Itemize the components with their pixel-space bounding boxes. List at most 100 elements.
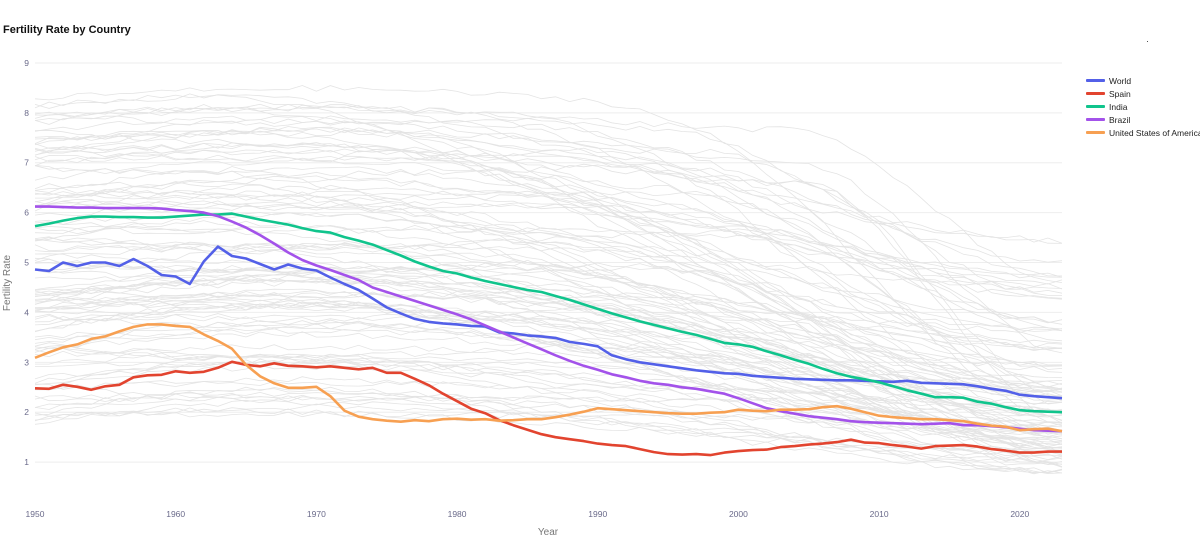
x-axis-title: Year	[538, 527, 559, 538]
y-tick-label: 9	[24, 58, 29, 68]
legend-swatch	[1086, 92, 1105, 95]
background-country-line	[34, 194, 1063, 435]
background-country-line	[34, 157, 1063, 299]
legend-item[interactable]: Spain	[1086, 87, 1200, 100]
background-country-line	[34, 129, 1063, 332]
series-line-spain[interactable]	[34, 360, 1062, 457]
y-tick-label: 6	[24, 208, 29, 218]
background-country-line	[34, 177, 1063, 421]
background-country-line	[34, 118, 1063, 354]
background-country-line	[34, 298, 1063, 417]
y-axis-title: Fertility Rate	[2, 255, 13, 312]
background-country-line	[34, 162, 1063, 330]
background-country-line	[34, 204, 1063, 350]
series-line-world[interactable]	[34, 245, 1063, 400]
background-country-line	[34, 224, 1063, 405]
background-country-line	[34, 200, 1063, 285]
background-country-line	[34, 143, 1063, 393]
legend: World Spain India Brazil United States of Am…	[1086, 74, 1200, 139]
background-country-line	[34, 347, 1063, 468]
x-tick-label: 1960	[166, 509, 185, 519]
background-country-line	[34, 126, 1063, 402]
background-country-line	[34, 276, 1063, 367]
stray-mark: ·	[1146, 36, 1149, 46]
legend-swatch	[1086, 118, 1105, 121]
background-country-line	[34, 253, 1063, 333]
x-tick-label: 2010	[870, 509, 889, 519]
background-country-line	[34, 147, 1063, 427]
chart-title: Fertility Rate by Country	[3, 24, 131, 36]
background-country-line	[34, 238, 1063, 348]
legend-item[interactable]: United States of America	[1086, 126, 1200, 139]
background-country-line	[34, 410, 1063, 444]
background-country-line	[34, 301, 1063, 460]
background-country-line	[34, 342, 1063, 393]
background-country-line	[34, 304, 1063, 440]
legend-label: Brazil	[1109, 114, 1131, 125]
background-country-line	[34, 277, 1063, 370]
background-country-line	[35, 266, 1063, 454]
legend-swatch	[1086, 105, 1105, 108]
highlighted-series	[34, 205, 1063, 457]
legend-item[interactable]: Brazil	[1086, 113, 1200, 126]
background-country-line	[34, 403, 1063, 463]
background-country-line	[34, 290, 1063, 442]
legend-swatch	[1086, 131, 1105, 134]
x-axis-ticks: 1950 1960 1970 1980 1990 2000 2010 2020	[26, 509, 1030, 519]
background-country-line	[34, 347, 1063, 406]
series-line-india[interactable]	[34, 212, 1063, 414]
y-tick-label: 8	[24, 108, 29, 118]
y-tick-label: 2	[24, 407, 29, 417]
background-country-line	[34, 307, 1063, 423]
background-country-line	[34, 376, 1063, 428]
background-country-line	[34, 299, 1062, 435]
background-country-line	[34, 126, 1062, 296]
background-country-line	[34, 212, 1063, 449]
background-country-line	[34, 278, 1063, 465]
legend-item[interactable]: India	[1086, 100, 1200, 113]
y-tick-label: 4	[24, 307, 29, 317]
background-country-line	[35, 203, 1063, 279]
background-country-line	[34, 396, 1063, 434]
x-tick-label: 1970	[307, 509, 326, 519]
legend-label: Spain	[1109, 88, 1131, 99]
y-tick-label: 3	[24, 357, 29, 367]
background-country-line	[34, 305, 1063, 467]
background-country-line	[34, 354, 1063, 461]
background-country-line	[34, 242, 1063, 324]
background-country-line	[34, 142, 1063, 344]
background-country-line	[34, 199, 1063, 290]
background-country-line	[34, 85, 1062, 277]
background-country-line	[34, 386, 1063, 475]
y-tick-label: 7	[24, 158, 29, 168]
legend-item[interactable]: World	[1086, 74, 1200, 87]
background-country-lines	[34, 85, 1063, 475]
y-axis-ticks: 1 2 3 4 5 6 7 8 9	[24, 58, 29, 467]
legend-label: United States of America	[1109, 127, 1200, 138]
background-country-line	[34, 271, 1063, 397]
legend-label: India	[1109, 101, 1128, 112]
background-country-line	[34, 184, 1063, 294]
y-tick-label: 5	[24, 258, 29, 268]
background-country-line	[34, 331, 1063, 433]
background-country-line	[34, 104, 1063, 422]
background-country-line	[35, 353, 1063, 474]
background-country-line	[34, 248, 1063, 398]
background-country-line	[34, 105, 1063, 324]
series-line-united-states-of-america[interactable]	[34, 323, 1063, 433]
background-country-line	[34, 93, 1063, 244]
background-country-line	[34, 111, 1063, 366]
series-line-brazil[interactable]	[35, 205, 1063, 433]
background-country-line	[34, 358, 1063, 466]
legend-swatch	[1086, 79, 1105, 82]
background-country-line	[34, 293, 1063, 448]
x-tick-label: 2000	[729, 509, 748, 519]
background-country-line	[34, 242, 1063, 373]
background-country-line	[34, 302, 1063, 448]
background-country-line	[34, 126, 1063, 325]
background-country-line	[34, 221, 1063, 435]
x-tick-label: 1950	[26, 509, 45, 519]
legend-label: World	[1109, 75, 1132, 86]
background-country-line	[34, 383, 1063, 454]
x-tick-label: 1980	[448, 509, 467, 519]
